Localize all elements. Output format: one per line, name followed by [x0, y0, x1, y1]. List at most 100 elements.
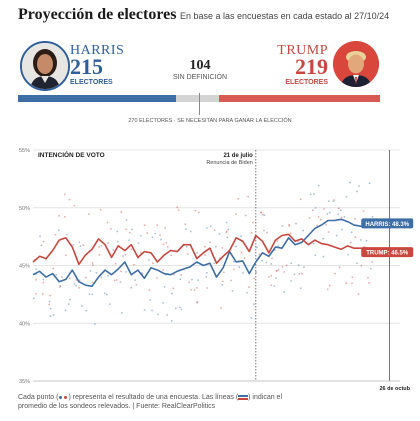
poll-dot — [103, 292, 106, 295]
poll-dot — [114, 262, 117, 265]
poll-dot — [255, 271, 257, 274]
footnote: Cada punto () representa el resultado de… — [18, 393, 308, 411]
poll-dot — [49, 315, 52, 318]
poll-dot — [177, 209, 180, 212]
poll-dot — [134, 279, 137, 282]
poll-dot — [233, 268, 235, 271]
poll-dot — [225, 230, 228, 233]
poll-dot — [146, 232, 149, 234]
poll-dot — [263, 229, 265, 232]
poll-dot — [288, 225, 291, 227]
poll-dot — [174, 307, 177, 310]
poll-dot — [99, 208, 102, 211]
poll-dot — [113, 279, 116, 282]
poll-dot — [55, 273, 58, 276]
poll-dot — [105, 293, 108, 296]
poll-dot — [35, 278, 38, 281]
poll-dot — [98, 253, 101, 256]
poll-dot — [337, 213, 340, 216]
poll-dot — [345, 282, 348, 285]
poll-dot — [143, 309, 146, 312]
poll-dot — [100, 276, 103, 279]
poll-dot — [42, 240, 45, 243]
poll-dot — [128, 231, 131, 234]
poll-dot — [285, 264, 288, 267]
poll-dot — [91, 281, 94, 284]
harris-end-label: HARRIS: 48.3% — [365, 222, 409, 228]
poll-dot — [283, 290, 286, 293]
poll-dot — [328, 284, 331, 287]
harris-avatar — [20, 41, 70, 91]
poll-dot — [275, 277, 277, 280]
poll-dot — [308, 217, 311, 219]
poll-dot — [79, 245, 82, 248]
poll-dot — [332, 200, 334, 203]
poll-dot — [107, 274, 109, 277]
poll-dot — [295, 222, 297, 225]
poll-dot — [59, 285, 62, 287]
y-tick-label: 40% — [19, 321, 30, 327]
poll-dot — [351, 276, 354, 279]
poll-dot — [135, 283, 138, 286]
poll-dot — [84, 276, 87, 279]
poll-dot — [349, 181, 351, 184]
poll-dot — [41, 292, 44, 295]
poll-dot — [75, 279, 78, 281]
poll-dot — [340, 216, 343, 219]
poll-dot — [293, 273, 296, 276]
poll-dot — [196, 301, 198, 304]
poll-dot — [156, 276, 158, 279]
poll-dot — [225, 231, 228, 234]
poll-dot — [32, 297, 35, 300]
poll-dot — [42, 281, 45, 284]
poll-dot — [197, 279, 199, 282]
threshold-label: 270 ELECTORES · SE NECESITAN PARA GANAR … — [128, 118, 292, 124]
poll-dot — [271, 257, 273, 260]
poll-dot — [323, 208, 325, 210]
poll-dot — [110, 227, 112, 230]
poll-dot — [58, 214, 60, 217]
poll-dot — [124, 253, 127, 256]
poll-dot — [322, 237, 325, 240]
poll-dot — [180, 308, 183, 311]
last-date-label: 26 de octub — [379, 386, 410, 392]
poll-dot — [265, 231, 268, 234]
poll-dot — [206, 287, 209, 289]
red-dot-icon — [64, 395, 68, 399]
poll-dot — [221, 280, 224, 283]
poll-dot — [325, 223, 328, 226]
poll-dot — [260, 211, 263, 214]
poll-dot — [139, 234, 142, 237]
poll-dot — [240, 235, 242, 237]
poll-dot — [345, 195, 348, 198]
poll-dot — [165, 242, 168, 244]
poll-dot — [106, 221, 109, 224]
poll-dot — [230, 279, 233, 282]
poll-dot — [354, 218, 356, 220]
poll-dot — [312, 242, 315, 245]
poll-dot — [362, 210, 365, 213]
poll-dot — [73, 283, 76, 285]
poll-dot — [73, 204, 76, 207]
poll-dot — [63, 215, 66, 218]
poll-dot — [356, 262, 358, 265]
poll-dot — [87, 213, 90, 216]
trump-average-line — [32, 233, 368, 266]
page-title: Proyección de electores — [18, 6, 177, 23]
poll-dot — [120, 312, 123, 314]
poll-dot — [303, 266, 305, 269]
poll-dot — [130, 286, 133, 289]
poll-dot — [157, 313, 159, 316]
poll-dot — [240, 251, 243, 254]
poll-dot — [343, 215, 346, 218]
poll-dot — [335, 234, 338, 237]
poll-dot — [276, 240, 279, 243]
poll-dot — [242, 272, 244, 274]
footnote-part1: Cada punto ( — [18, 394, 59, 401]
poll-dot — [48, 303, 51, 306]
threshold-marker — [199, 93, 200, 115]
poll-dot — [220, 307, 223, 309]
poll-dot — [91, 262, 94, 264]
harris-electors: 215 — [70, 54, 103, 79]
poll-dot — [326, 288, 329, 291]
